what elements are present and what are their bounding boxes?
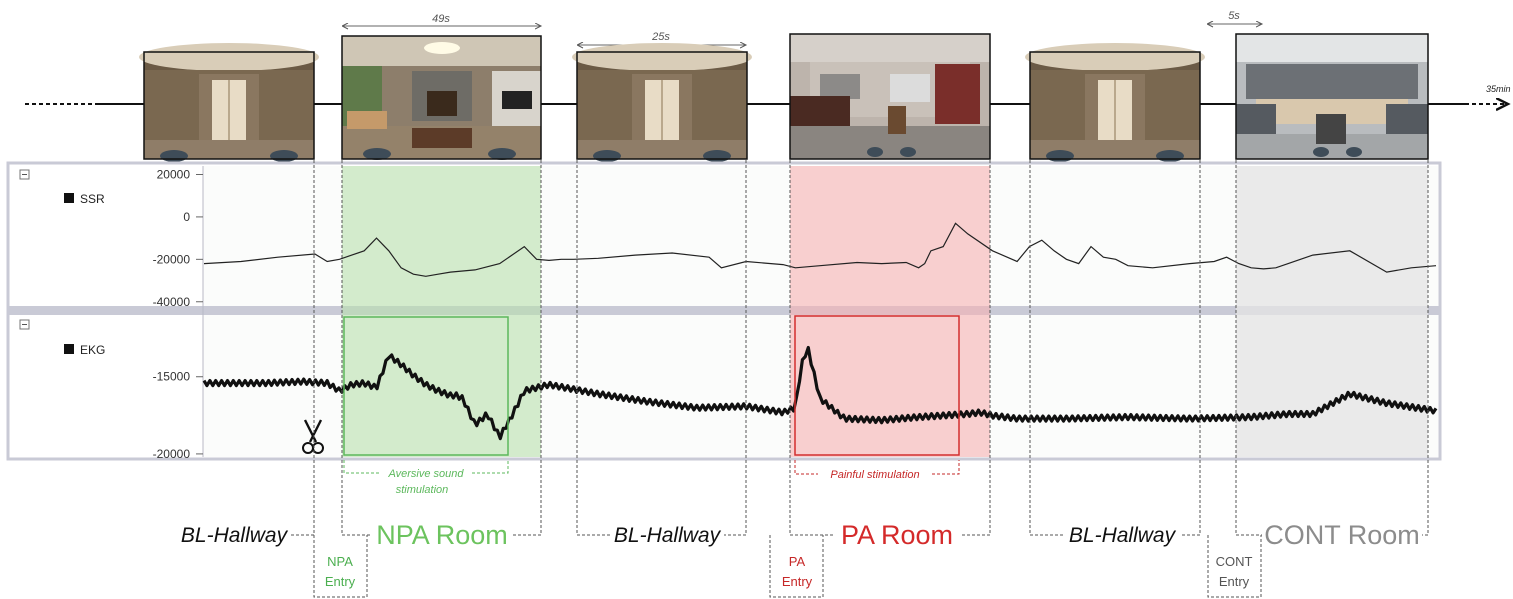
phase-label-bl-hallway-3: BL-Hallway: [1069, 524, 1177, 547]
pa-entry-label-line2: Entry: [782, 574, 813, 589]
duration-npa: 49s: [343, 13, 540, 26]
scene-thumbnail-kitchen: [1235, 33, 1429, 160]
ekg-channel-label: EKG: [80, 343, 105, 357]
ssr-y-axis: 20000 0 -20000 -40000: [153, 167, 203, 309]
ssr-y-tick-label: 0: [183, 210, 190, 224]
phase-label-npa-room: NPA Room: [376, 520, 508, 550]
ekg-y-tick-label: -15000: [153, 370, 191, 384]
ssr-y-tick-label: -20000: [153, 252, 191, 266]
signal-panels: SSR EKG 20000 0 -20000 -40000 -15000 -20000: [6, 161, 1442, 461]
npa-entry-label-line1: NPA: [327, 554, 353, 569]
aversive-stimulation-label: Aversive sound: [387, 468, 464, 480]
phase-guides: [290, 160, 1429, 598]
pa-entry-label-line1: PA: [789, 554, 806, 569]
scene-thumbnail-hallway: [572, 43, 752, 162]
scene-thumbnail-living-room: [341, 35, 542, 160]
ekg-trace: [202, 345, 1438, 441]
ssr-y-tick-label: 20000: [157, 167, 191, 181]
ekg-y-axis: -15000 -20000: [153, 370, 203, 461]
duration-npa-label: 49s: [432, 13, 450, 25]
phase-label-bl-hallway-1: BL-Hallway: [181, 524, 289, 547]
phase-label-cont-room: CONT Room: [1264, 520, 1420, 550]
ssr-collapse-toggle[interactable]: [19, 169, 30, 180]
scene-thumbnail-hallway: [1025, 43, 1205, 162]
ssr-trace: [203, 222, 1437, 277]
ssr-channel-swatch: [64, 193, 74, 203]
painful-stimulation-label: Painful stimulation: [830, 469, 919, 481]
timeline-end-label: 35min: [1486, 84, 1511, 94]
painful-stimulation-box: [794, 315, 960, 456]
phase-label-bl-hallway-2: BL-Hallway: [614, 524, 722, 547]
ekg-y-tick-label: -20000: [153, 447, 191, 461]
aversive-stimulation-box: [343, 316, 509, 456]
ssr-channel-label: SSR: [80, 192, 105, 206]
ekg-collapse-toggle[interactable]: [19, 319, 30, 330]
scene-thumbnails: [139, 33, 1429, 162]
ssr-y-tick-label: -40000: [153, 295, 191, 309]
duration-entry: 5s: [1208, 10, 1261, 24]
npa-entry-label-line2: Entry: [325, 574, 356, 589]
cont-phase-band: [1236, 166, 1428, 457]
duration-hallway: 25s: [578, 31, 745, 45]
cont-entry-label-line1: CONT: [1216, 554, 1253, 569]
phase-label-pa-room: PA Room: [841, 520, 953, 550]
panel-divider: [8, 306, 1440, 315]
scissors-icon: [302, 419, 324, 454]
npa-phase-band: [342, 166, 541, 457]
duration-hallway-label: 25s: [651, 31, 670, 43]
ekg-channel-swatch: [64, 344, 74, 354]
pa-phase-band: [790, 166, 990, 457]
duration-entry-label: 5s: [1228, 10, 1240, 22]
scene-thumbnail-hallway: [139, 43, 319, 162]
aversive-stimulation-label-2: stimulation: [396, 484, 449, 496]
cont-entry-label-line2: Entry: [1219, 574, 1250, 589]
scene-thumbnail-bathroom: [789, 33, 991, 160]
